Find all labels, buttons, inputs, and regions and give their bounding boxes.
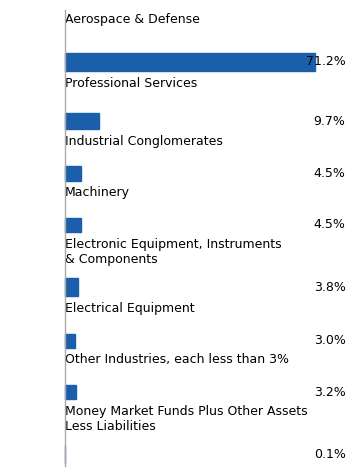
Text: Machinery: Machinery <box>65 186 130 199</box>
Text: 3.2%: 3.2% <box>314 386 346 398</box>
Text: Money Market Funds Plus Other Assets
Less Liabilities: Money Market Funds Plus Other Assets Les… <box>65 405 307 433</box>
Text: 3.0%: 3.0% <box>314 334 346 347</box>
Text: Aerospace & Defense: Aerospace & Defense <box>65 13 200 26</box>
Bar <box>65 167 81 181</box>
Bar <box>65 218 81 232</box>
Bar <box>65 385 76 399</box>
Text: 71.2%: 71.2% <box>306 55 346 69</box>
Text: Electronic Equipment, Instruments
& Components: Electronic Equipment, Instruments & Comp… <box>65 238 282 266</box>
Text: Other Industries, each less than 3%: Other Industries, each less than 3% <box>65 353 289 366</box>
Text: 9.7%: 9.7% <box>314 115 346 128</box>
Bar <box>65 278 78 296</box>
Text: 4.5%: 4.5% <box>314 218 346 231</box>
Bar <box>65 334 75 348</box>
Text: 4.5%: 4.5% <box>314 167 346 180</box>
Text: Professional Services: Professional Services <box>65 77 197 90</box>
Text: Electrical Equipment: Electrical Equipment <box>65 302 194 315</box>
Bar <box>65 113 99 129</box>
Text: 3.8%: 3.8% <box>314 280 346 294</box>
Bar <box>65 53 315 71</box>
Text: 0.1%: 0.1% <box>314 448 346 461</box>
Text: Industrial Conglomerates: Industrial Conglomerates <box>65 135 223 148</box>
